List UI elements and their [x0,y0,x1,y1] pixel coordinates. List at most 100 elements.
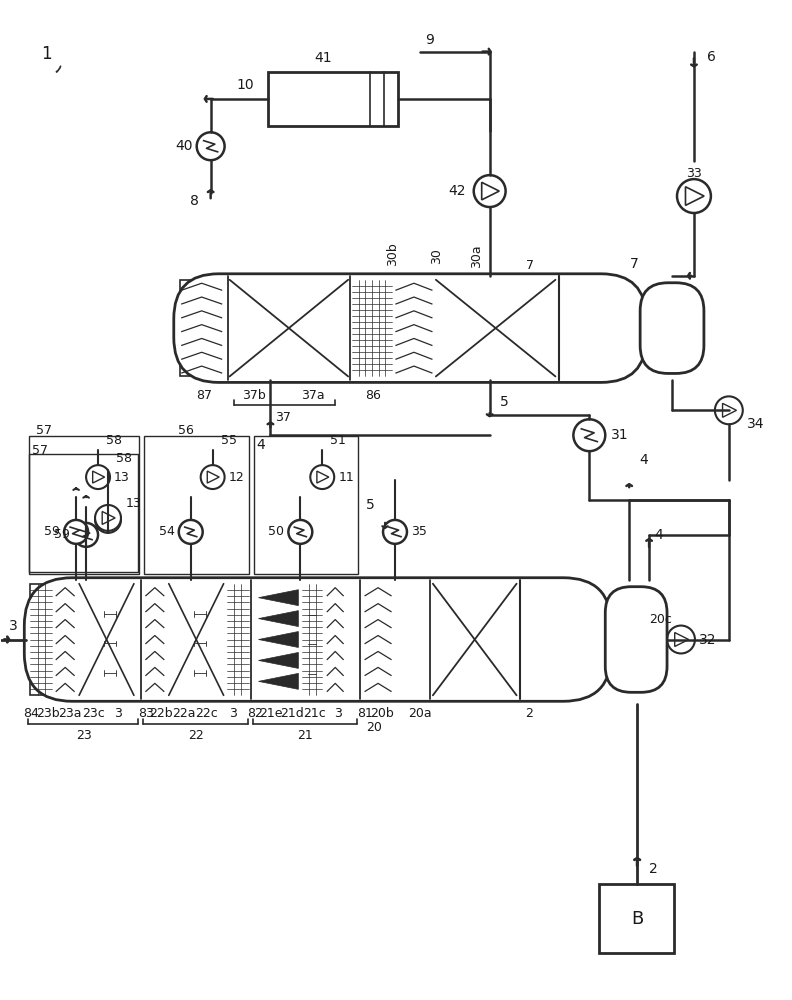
Bar [169,584,223,695]
Text: 4: 4 [256,438,265,452]
Bar [30,584,52,695]
Text: 20a: 20a [408,707,432,720]
FancyBboxPatch shape [25,578,611,701]
Text: 6: 6 [707,50,716,64]
Bar [268,72,398,126]
Bar [144,584,166,695]
Text: 1: 1 [41,45,51,63]
Bar [352,280,392,376]
Circle shape [573,419,605,451]
Text: 31: 31 [611,428,629,442]
Text: 4: 4 [639,453,648,467]
Circle shape [179,520,203,544]
Bar [600,884,674,953]
Circle shape [196,132,225,160]
Text: 22: 22 [188,729,204,742]
Text: 20b: 20b [370,707,394,720]
Text: 3: 3 [9,619,17,633]
Text: 3: 3 [114,707,122,720]
Text: 11: 11 [338,471,354,484]
Bar [144,436,249,574]
Text: 21d: 21d [280,707,304,720]
Text: 8: 8 [190,194,199,208]
Bar [363,584,393,695]
Text: 42: 42 [448,184,466,198]
Text: 10: 10 [237,78,254,92]
Circle shape [95,505,121,531]
Text: 82: 82 [248,707,264,720]
Bar [230,280,348,376]
Bar [227,584,249,695]
Bar [54,584,76,695]
Circle shape [200,465,225,489]
Text: 2: 2 [526,707,534,720]
Bar [29,436,139,574]
Text: 12: 12 [229,471,245,484]
Circle shape [86,465,110,489]
Polygon shape [258,673,299,689]
Bar [101,636,119,651]
Text: 21e: 21e [259,707,282,720]
Text: 56: 56 [177,424,194,437]
FancyArrowPatch shape [56,66,60,72]
Text: 22c: 22c [196,707,218,720]
Text: 9: 9 [425,33,434,47]
Bar [306,608,319,622]
Text: 54: 54 [159,525,175,538]
Text: 87: 87 [196,389,211,402]
Text: 13: 13 [126,497,142,510]
Text: 23: 23 [76,729,91,742]
Text: 83: 83 [138,707,154,720]
Bar [306,638,319,651]
Text: 58: 58 [106,434,122,447]
Text: 40: 40 [175,139,192,153]
Circle shape [74,523,98,547]
Circle shape [715,396,743,424]
Polygon shape [258,611,299,627]
Bar [79,584,134,695]
Polygon shape [258,652,299,668]
Text: 58: 58 [116,452,132,465]
Text: 32: 32 [699,633,717,647]
Text: 57: 57 [32,444,48,457]
Circle shape [677,179,711,213]
Text: 30b: 30b [386,242,399,266]
Bar [253,436,358,574]
Bar [436,280,555,376]
Circle shape [383,520,407,544]
Circle shape [667,626,695,653]
Bar [191,665,208,681]
Text: 5: 5 [500,395,508,409]
Bar [303,584,322,695]
Text: 34: 34 [747,417,764,431]
Text: 3: 3 [229,707,237,720]
Bar [180,280,223,376]
Bar [191,606,208,622]
Bar [326,584,345,695]
Circle shape [95,507,121,533]
Text: 21c: 21c [303,707,326,720]
Circle shape [64,520,88,544]
Text: 23a: 23a [59,707,82,720]
Text: 51: 51 [330,434,346,447]
Text: 5: 5 [366,498,375,512]
Bar [306,667,319,681]
FancyBboxPatch shape [640,283,704,373]
Bar [29,454,138,572]
Text: 37b: 37b [242,389,265,402]
Text: 86: 86 [365,389,381,402]
Text: 21: 21 [298,729,313,742]
FancyBboxPatch shape [605,587,667,692]
Bar [433,584,516,695]
Text: 37: 37 [276,411,291,424]
Text: 7: 7 [526,259,534,272]
Text: 35: 35 [411,525,427,538]
Text: 20: 20 [366,721,382,734]
Text: B: B [631,910,643,928]
Text: 30a: 30a [470,244,483,268]
Bar [191,636,208,651]
Polygon shape [258,632,299,647]
Text: 84: 84 [23,707,40,720]
Text: 13: 13 [114,471,130,484]
Bar [101,606,119,622]
